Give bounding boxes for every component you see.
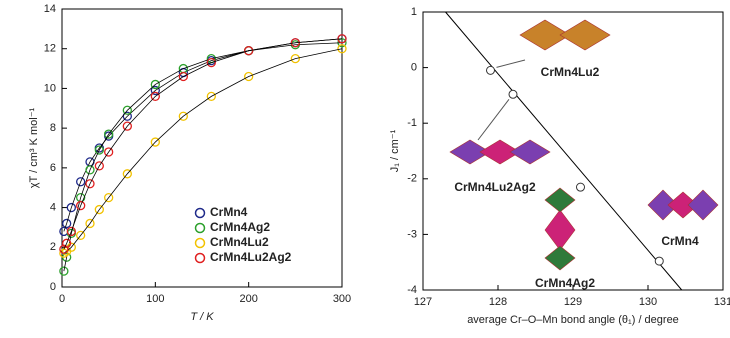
data-point bbox=[655, 257, 663, 265]
annotation: CrMn4Lu2 bbox=[541, 65, 600, 79]
data-point bbox=[509, 90, 517, 98]
y-tick-label: 4 bbox=[50, 201, 56, 213]
y-tick-label: -3 bbox=[407, 228, 417, 240]
x-tick-label: 100 bbox=[146, 293, 164, 305]
y-axis-label: J₁ / cm⁻¹ bbox=[389, 129, 401, 172]
y-tick-label: 1 bbox=[411, 6, 417, 18]
x-tick-label: 300 bbox=[333, 293, 351, 305]
data-point bbox=[577, 183, 585, 191]
x-axis-label: T / K bbox=[190, 311, 214, 323]
x-tick-label: 127 bbox=[414, 296, 432, 308]
y-tick-label: 0 bbox=[50, 281, 56, 293]
data-point bbox=[487, 66, 495, 74]
annotation: CrMn4Ag2 bbox=[535, 276, 595, 290]
plot-frame bbox=[62, 9, 342, 287]
x-tick-label: 128 bbox=[489, 296, 507, 308]
legend-label: CrMn4Lu2Ag2 bbox=[210, 250, 292, 264]
y-tick-label: -1 bbox=[407, 117, 417, 129]
y-tick-label: -2 bbox=[407, 173, 417, 185]
legend-marker bbox=[196, 254, 205, 263]
legend-label: CrMn4 bbox=[210, 205, 248, 219]
y-tick-label: -4 bbox=[407, 284, 417, 296]
x-tick-label: 131 bbox=[714, 296, 730, 308]
y-tick-label: 2 bbox=[50, 241, 56, 253]
y-tick-label: 0 bbox=[411, 62, 417, 74]
legend-marker bbox=[196, 209, 205, 218]
legend-label: CrMn4Lu2 bbox=[210, 235, 269, 249]
fit-line bbox=[64, 39, 342, 249]
y-tick-label: 6 bbox=[50, 162, 56, 174]
y-tick-label: 14 bbox=[44, 3, 56, 15]
arrow bbox=[478, 99, 509, 140]
annotation: CrMn4Lu2Ag2 bbox=[454, 180, 536, 194]
figure: 010020030002468101214T / KχT / cm³ K mol… bbox=[0, 0, 730, 333]
y-tick-label: 10 bbox=[44, 82, 56, 94]
legend-label: CrMn4Ag2 bbox=[210, 220, 270, 234]
legend-marker bbox=[196, 224, 205, 233]
legend-marker bbox=[196, 239, 205, 248]
fit-line bbox=[64, 39, 342, 232]
y-axis-label: χT / cm³ K mol⁻¹ bbox=[28, 107, 40, 188]
y-tick-label: 8 bbox=[50, 122, 56, 134]
icons bbox=[450, 20, 718, 270]
x-tick-label: 129 bbox=[564, 296, 582, 308]
x-tick-label: 0 bbox=[59, 293, 65, 305]
y-tick-label: 12 bbox=[44, 43, 56, 55]
x-tick-label: 130 bbox=[639, 296, 657, 308]
x-tick-label: 200 bbox=[239, 293, 257, 305]
x-axis-label: average Cr–O–Mn bond angle (θ₁) / degree bbox=[467, 314, 679, 326]
annotation: CrMn4 bbox=[661, 234, 699, 248]
fit-line bbox=[64, 49, 342, 254]
arrow bbox=[497, 60, 526, 67]
